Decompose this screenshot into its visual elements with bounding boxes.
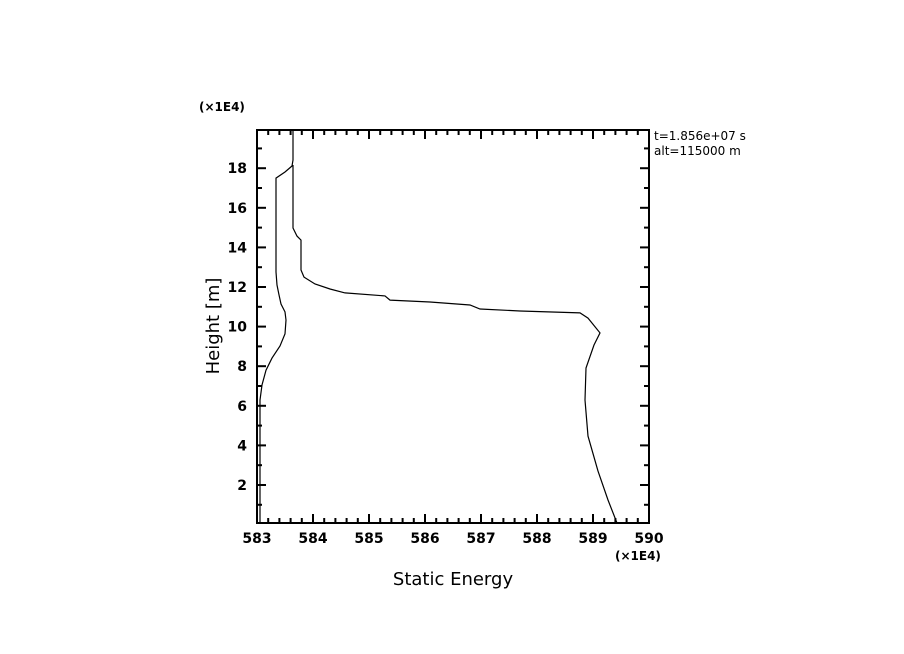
x-tick-label: 589 (578, 531, 607, 547)
y-tick-label: 2 (237, 478, 247, 494)
x-tick-labels: 583 584 585 586 587 588 589 590 (242, 531, 663, 547)
x-tick-label: 584 (298, 531, 327, 547)
series-line-profile-2 (292, 165, 618, 524)
annotation-altitude: alt=115000 m (654, 144, 741, 158)
y-tick-label: 4 (237, 438, 247, 454)
x-axis-title: Static Energy (393, 569, 514, 590)
y-tick-label: 6 (237, 399, 247, 415)
y-tick-label: 10 (228, 320, 248, 336)
y-tick-label: 16 (228, 201, 247, 217)
x-tick-label: 588 (522, 531, 551, 547)
x-tick-label: 583 (242, 531, 271, 547)
x-tick-label: 586 (410, 531, 439, 547)
y-tick-labels: 2 4 6 8 10 12 14 16 18 (228, 161, 248, 494)
x-multiplier: (×1E4) (615, 549, 661, 563)
ticks (256, 130, 650, 523)
x-tick-label: 587 (466, 531, 495, 547)
annotation-time: t=1.856e+07 s (654, 129, 746, 143)
series-line-profile-1 (259, 130, 294, 523)
series-lines (259, 130, 618, 524)
x-tick-label: 590 (634, 531, 663, 547)
y-tick-label: 14 (228, 240, 248, 256)
x-tick-label: 585 (354, 531, 383, 547)
y-axis-title: Height [m] (203, 278, 224, 375)
y-tick-label: 18 (228, 161, 247, 177)
plot-frame (256, 129, 650, 524)
y-tick-label: 8 (237, 359, 247, 375)
y-multiplier: (×1E4) (199, 100, 245, 114)
y-tick-label: 12 (228, 280, 247, 296)
